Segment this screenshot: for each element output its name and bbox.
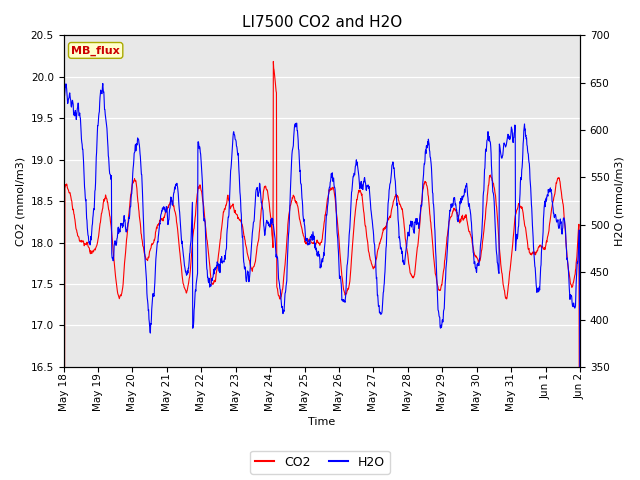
H2O bbox=[299, 212, 307, 218]
H2O bbox=[290, 134, 298, 140]
H2O bbox=[576, 411, 584, 417]
CO2 bbox=[290, 193, 298, 199]
H2O bbox=[100, 89, 108, 95]
Y-axis label: CO2 (mmol/m3): CO2 (mmol/m3) bbox=[15, 156, 25, 246]
CO2 bbox=[299, 230, 307, 236]
CO2 bbox=[269, 59, 277, 64]
Text: MB_flux: MB_flux bbox=[71, 45, 120, 56]
H2O bbox=[60, 304, 67, 310]
H2O bbox=[121, 217, 129, 223]
X-axis label: Time: Time bbox=[308, 417, 335, 427]
CO2 bbox=[354, 192, 362, 198]
H2O bbox=[354, 165, 362, 171]
Line: H2O: H2O bbox=[63, 84, 580, 414]
Y-axis label: H2O (mmol/m3): H2O (mmol/m3) bbox=[615, 156, 625, 246]
Title: LI7500 CO2 and H2O: LI7500 CO2 and H2O bbox=[242, 15, 402, 30]
Legend: CO2, H2O: CO2, H2O bbox=[250, 451, 390, 474]
H2O bbox=[99, 81, 107, 86]
Line: CO2: CO2 bbox=[63, 61, 580, 480]
CO2 bbox=[279, 284, 287, 289]
CO2 bbox=[121, 261, 129, 266]
CO2 bbox=[100, 199, 108, 204]
H2O bbox=[279, 311, 287, 316]
